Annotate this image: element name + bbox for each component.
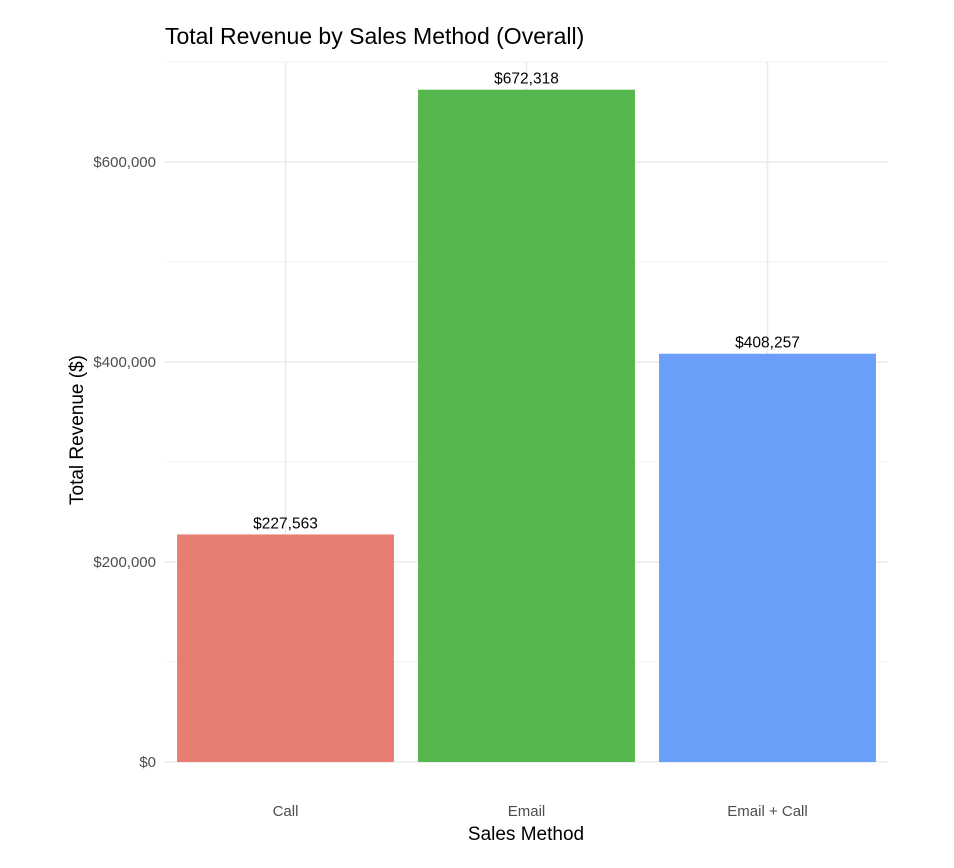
x-tick-label: Email xyxy=(508,803,546,820)
x-axis-title: Sales Method xyxy=(468,824,584,845)
chart-title: Total Revenue by Sales Method (Overall) xyxy=(165,23,584,49)
y-tick-label: $400,000 xyxy=(93,354,156,371)
bar-call xyxy=(177,534,394,762)
y-axis-title: Total Revenue ($) xyxy=(67,355,88,505)
y-axis-tick-labels: $0 $200,000 $400,000 $600,000 xyxy=(93,154,156,771)
bar-email xyxy=(418,89,635,762)
x-tick-label: Email + Call xyxy=(727,803,807,820)
y-tick-label: $0 xyxy=(139,754,156,771)
bar-value-label: $672,318 xyxy=(494,71,559,88)
y-tick-label: $600,000 xyxy=(93,154,156,171)
x-tick-label: Call xyxy=(273,803,299,820)
bar-value-labels: $227,563 $672,318 $408,257 xyxy=(253,71,800,533)
bar-value-label: $227,563 xyxy=(253,515,318,532)
y-tick-label: $200,000 xyxy=(93,554,156,571)
bars xyxy=(177,89,876,762)
bar-email-call xyxy=(659,353,876,762)
x-axis-tick-labels: Call Email Email + Call xyxy=(273,803,808,820)
bar-value-label: $408,257 xyxy=(735,335,800,352)
